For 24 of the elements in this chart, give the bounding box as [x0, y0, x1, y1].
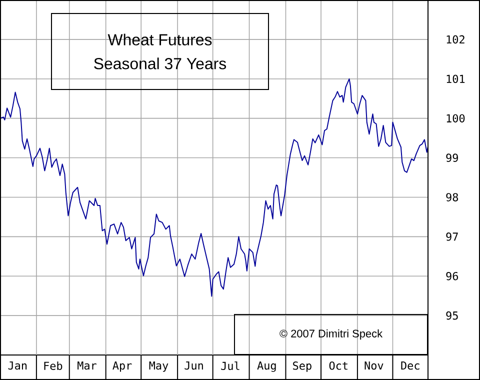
line-series	[0, 78, 428, 297]
y-tick-label: 95	[446, 311, 458, 320]
x-tick-label: Jan	[8, 362, 27, 370]
x-tick-label: Apr	[112, 362, 132, 372]
x-tick-label: Aug	[257, 362, 276, 372]
y-tick-label: 96	[446, 272, 458, 280]
x-tick-label: Nov	[364, 362, 384, 370]
annotation: © 2007 Dimitri Speck	[280, 329, 383, 340]
text: Seasonal 37 Years	[94, 58, 226, 70]
y-tick-label: 101	[446, 74, 465, 84]
x-tick-label: Mar	[78, 362, 96, 370]
x-tick-label: Dec	[401, 362, 420, 370]
x-tick-label: Jun	[184, 362, 203, 370]
x-tick-label: Oct	[329, 362, 348, 370]
y-tick-label: 100	[446, 114, 465, 122]
x-tick-label: Sep	[293, 362, 312, 372]
x-tick-label: Feb	[44, 362, 62, 370]
y-tick-label: 102	[446, 35, 464, 44]
text: Wheat Futures	[108, 34, 212, 46]
y-tick-label: 97	[446, 232, 458, 241]
y-tick-label: 98	[446, 193, 458, 202]
y-tick-label: 99	[446, 154, 458, 162]
x-tick-label: May	[149, 362, 168, 372]
x-tick-label: Jul	[221, 362, 240, 370]
